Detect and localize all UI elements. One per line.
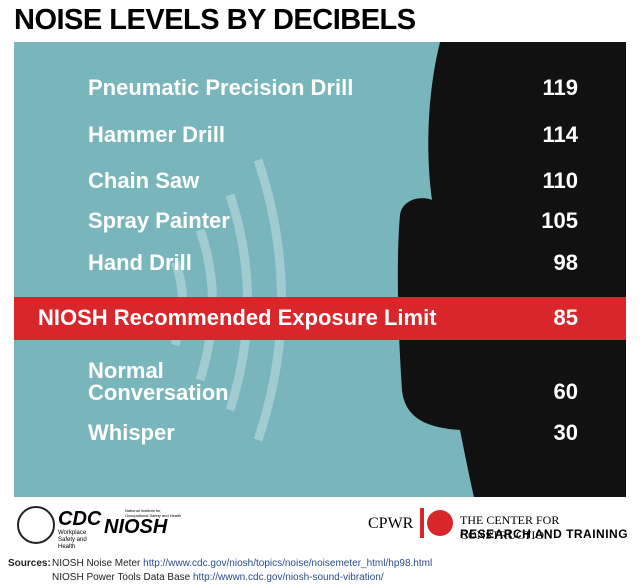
row-value: 105 [541, 208, 578, 233]
cdc-logo: CDC [58, 508, 102, 530]
cpwr-name: CPWR [368, 515, 414, 532]
row-label: Spray Painter [88, 208, 230, 233]
cpwr-logo-bar [420, 508, 424, 538]
title: NOISE LEVELS BY DECIBELS [14, 4, 416, 36]
niosh-sub: National Institute for Occupational Safe… [125, 508, 182, 518]
row-label: Pneumatic Precision Drill [88, 75, 354, 100]
niosh-logo: NIOSH [104, 516, 168, 538]
source-url[interactable]: http://www.cdc.gov/niosh/topics/noise/no… [143, 558, 433, 569]
source: NIOSH Noise Meter http://www.cdc.gov/nio… [52, 558, 432, 569]
head-silhouette [397, 42, 626, 497]
row-value: 30 [553, 420, 578, 445]
cdc-sub: Workplace Safety and Health [58, 530, 87, 550]
source-name: NIOSH Power Tools Data Base [52, 572, 191, 583]
cpwr-line2: RESEARCH AND TRAINING [460, 527, 629, 541]
source-name: NIOSH Noise Meter [52, 558, 141, 569]
limit-band [14, 297, 626, 340]
row-label: Chain Saw [88, 168, 200, 193]
source-url[interactable]: http://wwwn.cdc.gov/niosh-sound-vibratio… [193, 572, 384, 583]
row-label: Hammer Drill [88, 122, 225, 147]
limit-label: NIOSH Recommended Exposure Limit [38, 305, 437, 330]
source: NIOSH Power Tools Data Base http://wwwn.… [52, 572, 384, 583]
cpwr-logo-mark [427, 510, 453, 536]
limit-value: 85 [553, 305, 578, 330]
hhs-logo [17, 506, 55, 544]
row-value: 119 [542, 75, 579, 100]
sources-label: Sources: [8, 558, 51, 569]
row-value: 98 [553, 250, 578, 275]
row-label: Normal Conversation [88, 358, 229, 405]
cpwr-line1: THE CENTER FOR CONSTRUCTION [460, 513, 560, 542]
row-label: Hand Drill [88, 250, 192, 275]
row-value: 114 [542, 122, 579, 147]
row-value: 110 [542, 168, 579, 193]
row-label: Whisper [88, 420, 175, 445]
row-value: 60 [553, 379, 578, 404]
